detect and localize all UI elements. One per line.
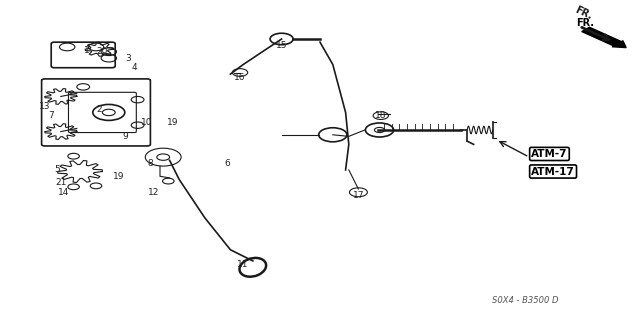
Text: 12: 12	[148, 188, 159, 197]
Text: 11: 11	[237, 260, 249, 268]
Text: 19: 19	[167, 117, 179, 126]
Text: 21: 21	[55, 178, 67, 187]
Text: 1: 1	[84, 46, 89, 55]
Text: 2: 2	[97, 105, 102, 114]
Text: 4: 4	[132, 63, 137, 72]
Text: 8: 8	[148, 159, 153, 168]
Text: 15: 15	[276, 41, 287, 50]
Text: 10: 10	[141, 117, 153, 126]
Text: 19: 19	[113, 172, 124, 181]
Text: 16: 16	[234, 73, 246, 82]
Text: FR.: FR.	[573, 5, 593, 21]
Text: 9: 9	[122, 132, 127, 141]
Text: 18: 18	[375, 111, 387, 120]
Text: 20: 20	[97, 47, 108, 56]
Text: S0X4 - B3500 D: S0X4 - B3500 D	[492, 296, 558, 305]
Text: ATM-17: ATM-17	[531, 166, 575, 177]
Text: 7: 7	[49, 111, 54, 120]
Text: 5: 5	[55, 165, 60, 174]
Text: 13: 13	[39, 101, 51, 110]
Text: FR.: FR.	[576, 18, 594, 28]
Text: ATM-7: ATM-7	[531, 149, 568, 159]
FancyArrow shape	[582, 27, 626, 48]
Text: 3: 3	[125, 54, 131, 63]
Text: 14: 14	[58, 188, 70, 197]
Text: 17: 17	[353, 191, 364, 200]
Text: 6: 6	[225, 159, 230, 168]
